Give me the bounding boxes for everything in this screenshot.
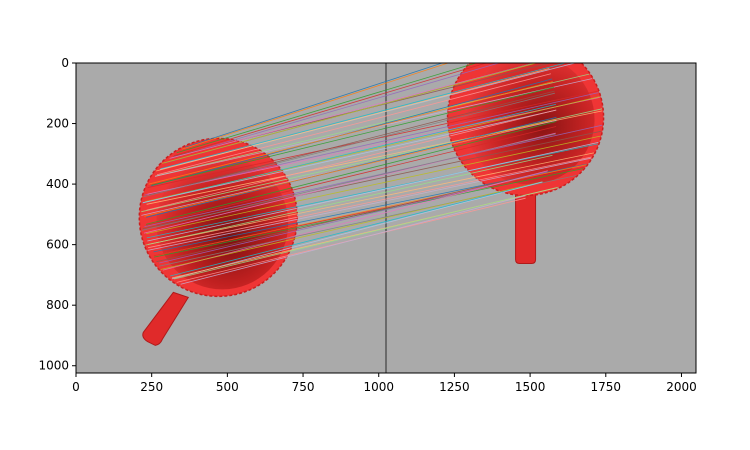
match-line xyxy=(142,133,556,231)
match-line xyxy=(160,63,567,170)
left-mug-handle xyxy=(142,291,190,346)
match-line xyxy=(174,186,559,280)
match-lines xyxy=(141,63,603,285)
match-line xyxy=(144,124,603,227)
match-line xyxy=(147,152,594,245)
right-mug-handle xyxy=(515,180,537,264)
match-line xyxy=(156,73,551,176)
match-line xyxy=(181,63,450,150)
match-line xyxy=(147,97,600,195)
match-line xyxy=(161,63,538,164)
match-line xyxy=(173,63,488,157)
match-line xyxy=(142,109,557,204)
match-line xyxy=(153,166,585,257)
match-line xyxy=(145,121,557,225)
match-line xyxy=(146,143,598,239)
match-line xyxy=(160,181,543,270)
match-line xyxy=(156,68,550,172)
x-tick-label: 1000 xyxy=(363,380,394,394)
x-tick-label: 1250 xyxy=(439,380,470,394)
match-line xyxy=(159,171,548,264)
match-line xyxy=(147,157,591,251)
plot-frame xyxy=(75,62,697,374)
match-line xyxy=(151,86,554,186)
match-line xyxy=(146,109,557,211)
match-line xyxy=(148,81,553,185)
match-line xyxy=(170,63,501,159)
match-line xyxy=(156,170,548,263)
match-line xyxy=(171,181,543,280)
y-axis: 0 200 400 600 800 1000 xyxy=(38,56,76,373)
match-line xyxy=(176,63,478,154)
x-tick-label: 250 xyxy=(140,380,163,394)
x-tick-label: 1750 xyxy=(591,380,622,394)
x-tick-label: 2000 xyxy=(666,380,697,394)
image-plot-area xyxy=(76,63,696,373)
match-line xyxy=(148,156,592,249)
match-line xyxy=(142,104,556,204)
x-tick-label: 0 xyxy=(72,380,80,394)
match-line xyxy=(162,170,548,271)
match-line xyxy=(144,92,599,196)
match-line xyxy=(144,119,557,217)
match-line xyxy=(141,108,603,213)
y-tick-label: 200 xyxy=(46,117,69,131)
match-line xyxy=(185,63,444,148)
y-tick-label: 600 xyxy=(46,238,69,252)
y-tick-label: 400 xyxy=(46,177,69,191)
match-line xyxy=(149,90,555,195)
x-tick-label: 1500 xyxy=(515,380,546,394)
match-line xyxy=(146,126,557,226)
y-tick-label: 1000 xyxy=(38,359,69,373)
match-line xyxy=(180,195,526,285)
x-tick-label: 750 xyxy=(292,380,315,394)
match-line xyxy=(147,142,599,242)
y-tick-label: 0 xyxy=(61,56,69,70)
x-axis: 0 250 500 750 1000 1250 1500 1750 2000 xyxy=(72,373,697,394)
y-tick-label: 800 xyxy=(46,298,69,312)
match-line xyxy=(169,63,537,159)
x-tick-label: 500 xyxy=(216,380,239,394)
match-line xyxy=(143,92,555,198)
match-line xyxy=(145,155,553,246)
match-line xyxy=(170,181,543,277)
match-line xyxy=(146,135,601,234)
